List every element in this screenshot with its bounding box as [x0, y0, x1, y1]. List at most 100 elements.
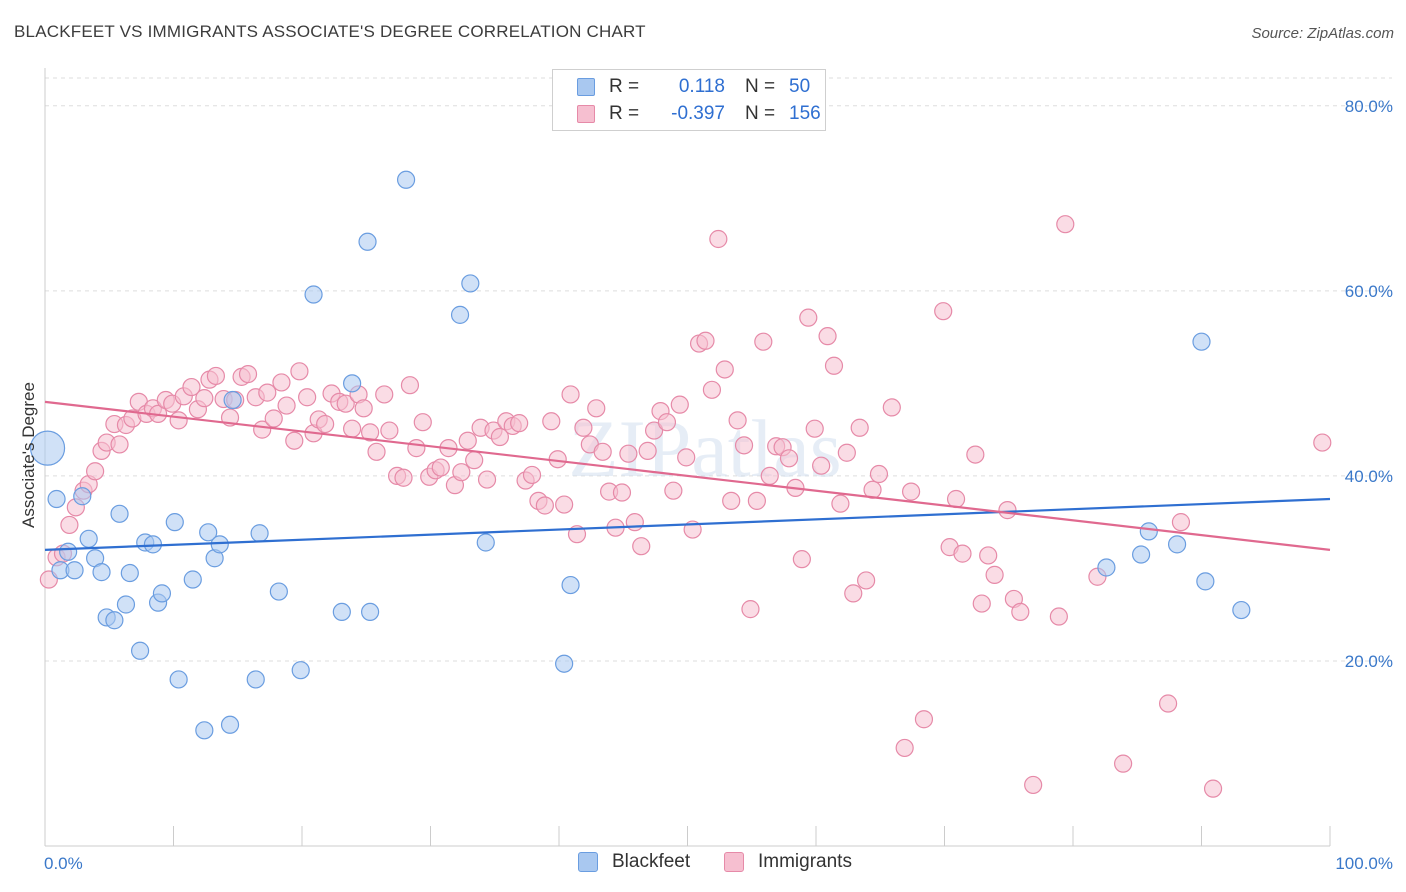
immigrants-point	[792, 550, 811, 569]
immigrants-point	[934, 302, 953, 321]
blackfeet-point	[152, 584, 172, 603]
immigrants-point	[343, 419, 362, 438]
immigrants-point	[619, 444, 638, 463]
immigrants-point	[625, 513, 644, 532]
immigrants-point	[644, 421, 664, 440]
immigrants-point	[857, 571, 876, 590]
series-legend: Blackfeet Immigrants	[0, 851, 1406, 877]
legend-row-blackfeet: R = 0.118 N = 50	[577, 75, 810, 99]
immigrants-point	[394, 468, 413, 487]
blackfeet-point	[343, 374, 362, 393]
immigrants-point	[477, 470, 497, 489]
immigrants-point	[277, 396, 296, 415]
blackfeet-point	[130, 641, 150, 660]
blackfeet-point	[476, 533, 495, 552]
blackfeet-point	[246, 670, 265, 689]
immigrants-point	[169, 411, 188, 430]
blackfeet-point	[561, 575, 580, 595]
blackfeet-point	[1192, 332, 1211, 351]
stats-legend: R = 0.118 N = 50 R = -0.397 N = 156	[552, 69, 826, 131]
immigrants-point	[869, 464, 889, 484]
immigrants-point	[1171, 513, 1191, 532]
points-layer	[29, 170, 1332, 798]
immigrants-point	[844, 584, 863, 603]
immigrants-point	[593, 442, 612, 461]
blackfeet-point	[59, 542, 78, 561]
blackfeet-point	[220, 715, 240, 734]
immigrants-point	[60, 515, 79, 535]
immigrants-point	[895, 738, 914, 758]
blackfeet-point	[332, 602, 351, 621]
blackfeet-point	[269, 582, 288, 601]
immigrants-point	[722, 491, 741, 510]
immigrants-point	[285, 431, 304, 450]
legend-item-immigrants[interactable]: Immigrants	[724, 851, 852, 873]
immigrants-point	[1011, 602, 1030, 621]
r-value: 0.118	[678, 76, 725, 97]
immigrants-point	[1024, 775, 1043, 795]
immigrants-point	[535, 496, 554, 515]
legend-label-blackfeet: Blackfeet	[612, 851, 691, 872]
blackfeet-point	[291, 661, 310, 680]
immigrants-point	[587, 399, 606, 418]
blackfeet-trend-line	[44, 497, 1331, 552]
immigrants-point	[696, 331, 715, 350]
immigrants-point	[375, 385, 394, 404]
immigrants-point	[510, 414, 529, 433]
immigrants-point	[1114, 754, 1133, 773]
immigrants-point	[779, 449, 799, 468]
blackfeet-point	[1167, 535, 1187, 554]
legend-row-immigrants: R = -0.397 N = 156	[577, 102, 821, 126]
immigrants-point	[238, 364, 258, 384]
immigrants-point	[316, 414, 335, 434]
immigrants-point	[110, 435, 129, 454]
immigrants-point	[677, 448, 696, 467]
immigrants-point	[361, 423, 380, 442]
y-tick-label: 60.0%	[1345, 282, 1393, 301]
immigrants-point	[452, 463, 471, 482]
n-label: N =	[745, 76, 776, 97]
blackfeet-point	[1132, 545, 1151, 564]
blackfeet-point	[73, 487, 92, 506]
y-axis-title: Associate's Degree	[19, 382, 38, 528]
immigrants-point	[206, 366, 226, 386]
immigrants-point	[670, 395, 689, 414]
immigrants-point	[367, 442, 386, 461]
immigrants-point	[979, 546, 998, 565]
immigrants-point	[837, 443, 856, 462]
immigrants-point	[1049, 607, 1068, 626]
r-label: R =	[609, 76, 640, 97]
immigrants-point	[290, 362, 309, 381]
immigrants-point	[1158, 694, 1178, 713]
legend-label-immigrants: Immigrants	[758, 851, 852, 872]
blackfeet-point	[120, 563, 139, 583]
n-value: 50	[789, 76, 811, 97]
immigrants-point	[702, 380, 722, 399]
immigrants-point	[799, 308, 818, 327]
immigrants-point	[734, 436, 754, 455]
immigrants-trend-line	[44, 400, 1331, 551]
immigrants-point	[953, 544, 972, 563]
legend-item-blackfeet[interactable]: Blackfeet	[578, 851, 690, 873]
immigrants-point	[901, 482, 921, 501]
blackfeet-point	[1097, 558, 1116, 577]
blackfeet-point	[1139, 522, 1158, 541]
blackfeet-point	[450, 305, 470, 324]
blackfeet-point	[223, 390, 242, 410]
n-value: 156	[789, 103, 821, 124]
immigrants-point	[465, 451, 484, 470]
source-label: Source: ZipAtlas.com	[1251, 25, 1394, 42]
immigrants-point	[882, 398, 901, 417]
blackfeet-point	[361, 602, 380, 621]
chart-title: BLACKFEET VS IMMIGRANTS ASSOCIATE'S DEGR…	[14, 22, 646, 41]
blackfeet-point	[165, 513, 184, 532]
immigrants-point	[914, 710, 934, 729]
immigrants-point	[1056, 215, 1075, 234]
immigrants-point	[664, 481, 683, 500]
immigrants-point	[831, 494, 850, 513]
immigrants-point	[1203, 779, 1223, 798]
trend-layer	[44, 400, 1331, 552]
r-label: R =	[609, 103, 640, 124]
blackfeet-point	[304, 285, 323, 304]
